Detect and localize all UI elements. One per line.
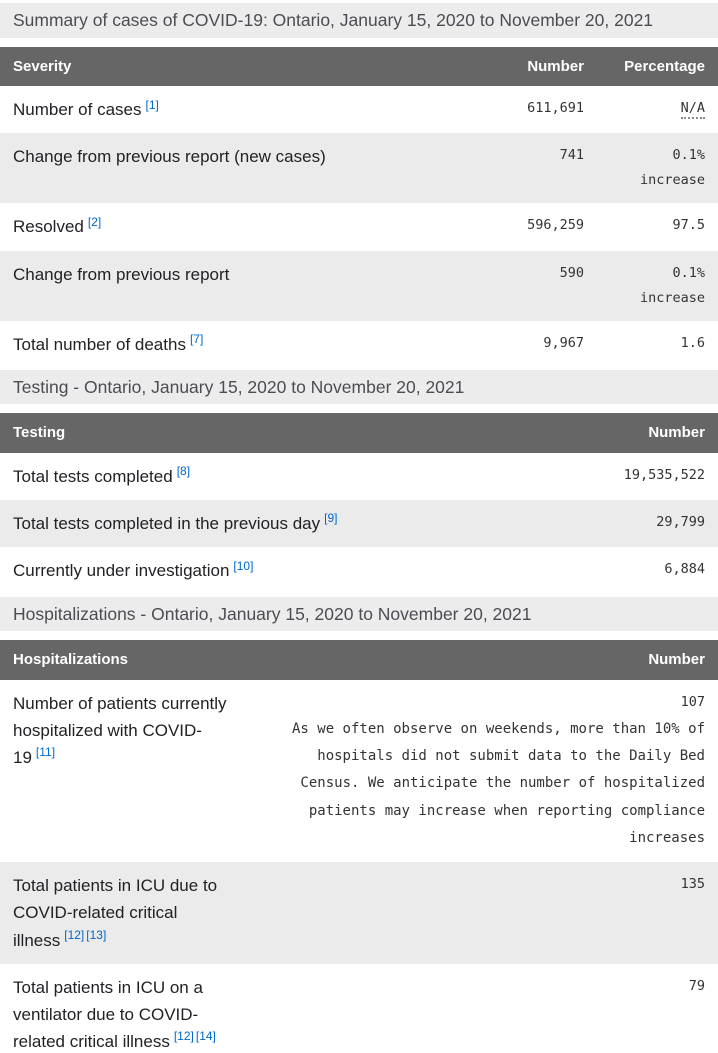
column-header-hospitalizations: Hospitalizations [0, 640, 250, 680]
summary-header-row: Severity Number Percentage [0, 46, 718, 87]
table-row: Number of cases [1] 611,691 N/A [0, 86, 718, 133]
percentage-cell: 0.1% increase [597, 133, 718, 204]
row-label-text: Number of patients currently hospitalize… [13, 693, 227, 768]
footnote-link[interactable]: [13] [86, 927, 107, 942]
number-cell: 29,799 [518, 500, 718, 548]
table-row: Total number of deaths [7] 9,967 1.6 [0, 321, 718, 368]
row-label: Total patients in ICU due to COVID-relat… [0, 862, 250, 964]
number-value: 107 [680, 693, 705, 710]
percentage-cell: 0.1% increase [597, 250, 718, 321]
footnote-link[interactable]: [10] [233, 558, 254, 573]
footnote-ref: [2] [88, 215, 101, 229]
column-header-number: Number [447, 46, 597, 87]
table-row: Total patients in ICU on a ventilator du… [0, 964, 718, 1053]
table-row: Change from previous report 590 0.1% inc… [0, 250, 718, 321]
row-label-text: Total tests completed in the previous da… [13, 514, 321, 534]
na-abbr: N/A [680, 100, 705, 120]
footnote-link[interactable]: [2] [87, 214, 102, 229]
footnote-ref: [11] [36, 745, 55, 759]
row-label-text: Number of cases [13, 100, 142, 120]
hospitalizations-section-heading: Hospitalizations - Ontario, January 15, … [0, 596, 718, 632]
row-label: Number of cases [1] [0, 86, 447, 133]
footnote-ref: [7] [190, 332, 203, 346]
footnote-link[interactable]: [7] [189, 331, 204, 346]
column-header-severity: Severity [0, 46, 447, 87]
row-label-text: Change from previous report (new cases) [13, 147, 326, 167]
row-label: Total patients in ICU on a ventilator du… [0, 964, 250, 1053]
table-row: Total tests completed in the previous da… [0, 500, 718, 548]
row-label-text: Total tests completed [13, 466, 173, 486]
table-row: Number of patients currently hospitalize… [0, 680, 718, 862]
footnote-ref: [9] [324, 511, 337, 525]
number-cell: 135 [250, 862, 718, 964]
number-cell: 9,967 [543, 334, 584, 351]
footnote-ref: [12] [64, 928, 84, 942]
number-cell: 79 [688, 977, 705, 994]
column-header-percentage: Percentage [597, 46, 718, 87]
table-row: Total patients in ICU due to COVID-relat… [0, 862, 718, 964]
row-label: Number of patients currently hospitalize… [0, 680, 250, 862]
footnote-link[interactable]: [8] [176, 464, 191, 479]
row-label: Change from previous report [0, 250, 447, 321]
row-label-text: Change from previous report [13, 264, 230, 284]
row-label: Resolved [2] [0, 203, 447, 250]
number-cell: 611,691 [527, 100, 584, 117]
row-label-text: Currently under investigation [13, 561, 230, 581]
testing-header-row: Testing Number [0, 413, 718, 453]
testing-section-heading: Testing - Ontario, January 15, 2020 to N… [0, 369, 718, 405]
percentage-cell: 1.6 [680, 334, 705, 351]
footnote-ref: [13] [86, 928, 106, 942]
number-cell: 19,535,522 [623, 466, 705, 483]
row-label: Total number of deaths [7] [0, 321, 447, 368]
row-label: Change from previous report (new cases) [0, 133, 447, 204]
row-label: Total tests completed in the previous da… [0, 500, 518, 548]
row-label: Currently under investigation [10] [0, 547, 518, 594]
footnote-link[interactable]: [14] [195, 1029, 216, 1044]
row-label-text: Total patients in ICU due to COVID-relat… [13, 876, 218, 950]
number-cell: 107 As we often observe on weekends, mor… [250, 680, 718, 862]
hospitalizations-header-row: Hospitalizations Number [0, 640, 718, 680]
footnote-ref: [14] [196, 1029, 216, 1043]
footnote-ref: [10] [233, 559, 253, 573]
summary-table: Severity Number Percentage Number of cas… [0, 46, 718, 368]
number-cell: 741 [447, 133, 597, 204]
footnote-ref: [8] [177, 464, 190, 478]
table-row: Total tests completed [8] 19,535,522 [0, 453, 718, 500]
reporting-compliance-note: As we often observe on weekends, more th… [291, 720, 705, 846]
footnote-ref: [12] [174, 1029, 194, 1043]
percentage-cell: 97.5 [672, 217, 705, 234]
footnote-ref: [1] [146, 98, 159, 112]
row-label-text: Total number of deaths [13, 334, 186, 354]
footnote-link[interactable]: [11] [35, 745, 56, 760]
row-label-text: Total patients in ICU on a ventilator du… [13, 977, 203, 1052]
percentage-cell: N/A [597, 86, 718, 133]
number-cell: 590 [447, 250, 597, 321]
column-header-number: Number [250, 640, 718, 680]
number-cell: 596,259 [527, 217, 584, 234]
hospitalizations-table: Hospitalizations Number Number of patien… [0, 640, 718, 1053]
footnote-link[interactable]: [9] [324, 511, 338, 526]
footnote-link[interactable]: [12] [173, 1029, 194, 1044]
row-label-text: Resolved [13, 217, 84, 237]
number-cell: 6,884 [664, 561, 705, 578]
summary-section-heading: Summary of cases of COVID-19: Ontario, J… [0, 3, 718, 38]
testing-table: Testing Number Total tests completed [8] … [0, 413, 718, 594]
table-row: Currently under investigation [10] 6,884 [0, 547, 718, 594]
column-header-number: Number [518, 413, 718, 453]
footnote-link[interactable]: [12] [64, 927, 85, 942]
table-row: Change from previous report (new cases) … [0, 133, 718, 204]
footnote-link[interactable]: [1] [145, 97, 159, 112]
column-header-testing: Testing [0, 413, 518, 453]
table-row: Resolved [2] 596,259 97.5 [0, 203, 718, 250]
row-label: Total tests completed [8] [0, 453, 518, 500]
